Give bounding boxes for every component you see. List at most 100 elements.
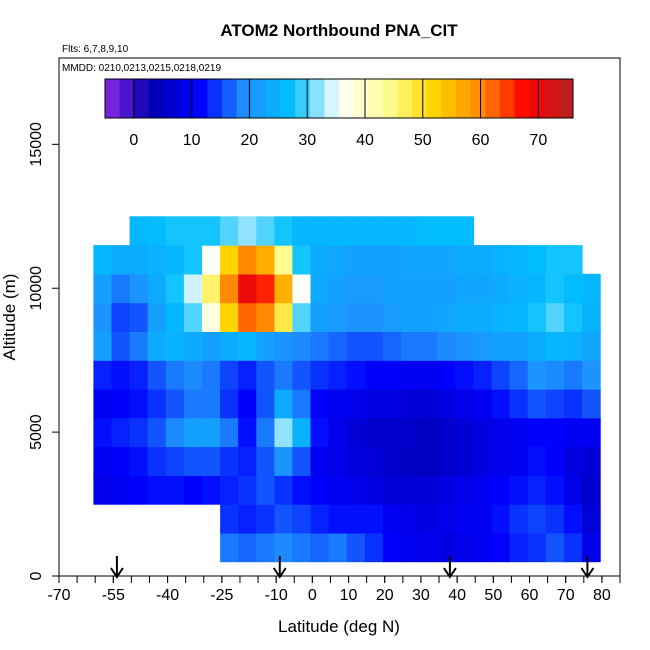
heatmap-cell xyxy=(202,388,221,419)
heatmap-cell xyxy=(111,360,131,390)
heatmap-cell xyxy=(292,417,312,448)
colorbar-tick-label: 20 xyxy=(241,132,259,149)
heatmap-cell xyxy=(509,302,529,332)
heatmap-cell xyxy=(274,532,294,563)
heatmap-cell xyxy=(527,446,547,476)
heatmap-cell xyxy=(274,273,294,304)
heatmap-cell xyxy=(220,331,239,361)
colorbar-frame xyxy=(104,78,574,119)
heatmap-cell xyxy=(93,360,113,390)
heatmap-cell xyxy=(238,331,257,361)
arrow-marker-head xyxy=(580,567,595,579)
heatmap-cell xyxy=(437,475,456,505)
heatmap-cell xyxy=(382,388,402,419)
heatmap-cell xyxy=(346,504,366,534)
colorbar-swatch xyxy=(207,79,223,118)
heatmap-cell xyxy=(93,417,113,448)
heatmap-cell xyxy=(328,388,348,419)
heatmap-cell xyxy=(563,446,583,476)
heatmap-cell xyxy=(220,245,239,275)
heatmap-cell xyxy=(364,504,384,534)
heatmap-cell xyxy=(364,388,384,419)
heatmap-cell xyxy=(563,273,583,304)
heatmap-cell xyxy=(437,273,456,304)
heatmap-cell xyxy=(183,331,203,361)
heatmap-cell xyxy=(310,388,330,419)
heatmap-cell xyxy=(310,417,330,448)
heatmap-cell xyxy=(545,302,565,332)
heatmap-cell xyxy=(328,532,348,563)
heatmap-cell xyxy=(346,216,366,246)
heatmap-cell xyxy=(310,532,330,563)
colorbar: 0 10 20 30 40 50 60 70 xyxy=(104,78,574,149)
heatmap-cell xyxy=(147,417,167,448)
colorbar-swatch xyxy=(368,79,384,118)
heatmap-cell xyxy=(346,388,366,419)
y-axis-label: Altitude (m) xyxy=(0,274,19,361)
colorbar-tick-label: 10 xyxy=(183,132,201,149)
y-tick-label: 10000 xyxy=(28,266,45,311)
heatmap-cell xyxy=(292,273,312,304)
dates-subtitle: MMDD: 0210,0213,0215,0218,0219 xyxy=(62,63,221,74)
heatmap-cell xyxy=(147,331,167,361)
heatmap-cell xyxy=(545,273,565,304)
heatmap-cell xyxy=(582,504,601,534)
heatmap-cell xyxy=(491,273,511,304)
heatmap-cell xyxy=(527,504,547,534)
heatmap-cell xyxy=(473,302,493,332)
colorbar-swatch xyxy=(441,79,457,118)
heatmap-cell xyxy=(183,273,203,304)
x-tick-label: -70 xyxy=(47,587,70,604)
heatmap-cell xyxy=(328,504,348,534)
plot-frame xyxy=(58,57,621,577)
x-tick-label: 70 xyxy=(557,587,575,604)
heatmap-cell xyxy=(292,475,312,505)
x-tick-label: -40 xyxy=(156,587,179,604)
heatmap-cell xyxy=(220,504,239,534)
heatmap-cell xyxy=(491,360,511,390)
heatmap-cell xyxy=(165,417,185,448)
arrow-marker-head xyxy=(443,567,457,579)
heatmap-cell xyxy=(220,532,239,563)
heatmap-cell xyxy=(545,417,565,448)
heatmap-cell xyxy=(220,475,239,505)
heatmap-cell xyxy=(346,331,366,361)
heatmap-cell xyxy=(183,475,203,505)
heatmap-cell xyxy=(310,446,330,476)
heatmap-cell xyxy=(256,388,275,419)
heatmap-cell xyxy=(455,273,474,304)
y-tick-label: 0 xyxy=(28,571,45,580)
heatmap-cell xyxy=(491,245,511,275)
heatmap-cell xyxy=(111,388,131,419)
colorbar-swatch xyxy=(251,79,267,118)
heatmap-cell xyxy=(238,446,257,476)
heatmap-cell xyxy=(129,388,149,419)
heatmap-cell xyxy=(93,475,113,505)
colorbar-tick-label: 30 xyxy=(298,132,316,149)
heatmap-cell xyxy=(183,216,203,246)
heatmap-cell xyxy=(238,245,257,275)
colorbar-tick-label: 60 xyxy=(472,132,490,149)
colorbar-swatch xyxy=(295,79,311,118)
heatmap-cell xyxy=(165,475,185,505)
heatmap-cell xyxy=(401,446,420,476)
colorbar-swatch xyxy=(558,79,574,118)
heatmap-cell xyxy=(328,331,348,361)
heatmap-cell xyxy=(509,532,529,563)
heatmap-cell xyxy=(238,388,257,419)
heatmap-cell xyxy=(455,216,474,246)
heatmap-cell xyxy=(183,388,203,419)
heatmap-cell xyxy=(129,417,149,448)
heatmap-cell xyxy=(364,360,384,390)
heatmap-cell xyxy=(220,388,239,419)
heatmap-cell xyxy=(202,216,221,246)
heatmap-cell xyxy=(274,388,294,419)
heatmap-cell xyxy=(364,216,384,246)
heatmap-cell xyxy=(455,446,474,476)
colorbar-tick-label: 50 xyxy=(414,132,432,149)
heatmap-cell xyxy=(165,273,185,304)
heatmap-cell xyxy=(545,388,565,419)
heatmap-cell xyxy=(401,273,420,304)
colorbar-swatch xyxy=(485,79,501,118)
heatmap-cell xyxy=(274,475,294,505)
